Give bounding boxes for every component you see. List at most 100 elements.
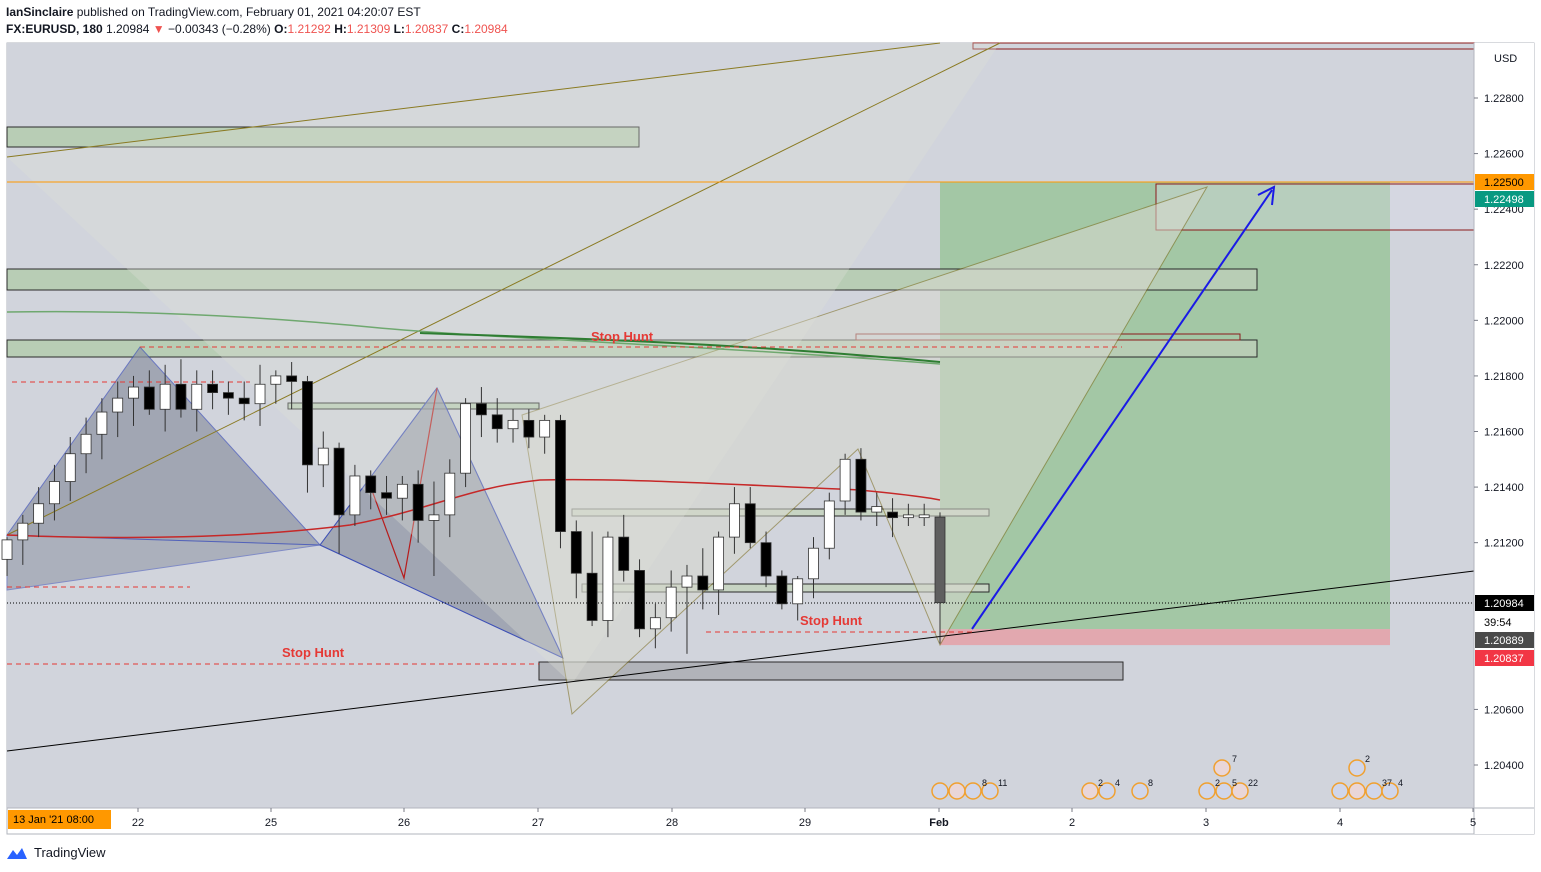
candle-body-down bbox=[222, 392, 234, 399]
price-tick-label: 1.21600 bbox=[1484, 427, 1524, 439]
event-marker-icon bbox=[1365, 782, 1383, 800]
candle-body-down bbox=[238, 397, 250, 405]
projection-arrow bbox=[971, 189, 1273, 630]
candle bbox=[586, 531, 598, 627]
candle-body-up bbox=[602, 536, 614, 621]
event-marker-icon bbox=[931, 782, 949, 800]
channel-shade bbox=[7, 43, 1000, 684]
candle bbox=[254, 364, 266, 426]
low-label: L: bbox=[393, 22, 405, 36]
event-count-label: 8 bbox=[1148, 778, 1153, 788]
candle bbox=[776, 570, 788, 610]
candle-body-down bbox=[586, 572, 598, 621]
candle-body-up bbox=[792, 578, 804, 605]
candle bbox=[286, 362, 298, 410]
candle bbox=[333, 442, 345, 554]
candle-body-down bbox=[333, 447, 345, 516]
candle bbox=[96, 398, 108, 460]
candle-body-up bbox=[270, 375, 282, 385]
candle bbox=[871, 492, 883, 526]
candle-body-down bbox=[302, 381, 313, 466]
candle-body-down bbox=[934, 516, 946, 604]
candle-body-down bbox=[207, 383, 218, 393]
zone-rect-8 bbox=[1155, 183, 1475, 231]
candle bbox=[729, 487, 740, 554]
candle bbox=[792, 576, 804, 621]
trend-line-upper bbox=[6, 42, 941, 158]
candle-body-up bbox=[254, 383, 266, 405]
candle bbox=[175, 359, 187, 418]
ma-green-upper bbox=[6, 310, 941, 365]
footer-brand[interactable]: TradingView bbox=[34, 845, 106, 860]
candle bbox=[349, 464, 361, 526]
candle-body-up bbox=[871, 506, 883, 513]
candle bbox=[902, 503, 914, 526]
candle bbox=[112, 381, 124, 438]
candle bbox=[634, 559, 645, 638]
time-tick-label: 4 bbox=[1337, 817, 1343, 829]
time-tick-label: 2 bbox=[1069, 817, 1075, 829]
price-tag-label: 1.20984 bbox=[1484, 598, 1524, 610]
price-tag-last-price bbox=[1475, 595, 1534, 611]
candle bbox=[808, 537, 819, 599]
price-tag-bar-countdown bbox=[1475, 614, 1534, 630]
candle-body-up bbox=[539, 419, 551, 438]
price-tag-label: 39:54 bbox=[1484, 617, 1512, 629]
candle bbox=[1, 537, 13, 577]
price-tag-label: 1.20889 bbox=[1484, 635, 1524, 647]
time-tick-label: 5 bbox=[1470, 817, 1476, 829]
candle bbox=[17, 514, 29, 565]
candle-body-up bbox=[839, 458, 851, 502]
candle-body-down bbox=[412, 483, 424, 521]
candle bbox=[539, 414, 551, 454]
candle-body-up bbox=[191, 383, 203, 410]
stop-hunt-label: Stop Hunt bbox=[800, 613, 863, 628]
candle-body-up bbox=[460, 403, 471, 474]
candle bbox=[744, 487, 756, 549]
candle-body-up bbox=[808, 547, 819, 580]
candle bbox=[128, 375, 139, 426]
event-marker-icon bbox=[1213, 759, 1231, 777]
candle-body-up bbox=[428, 514, 440, 521]
symbol-label[interactable]: FX:EURUSD, 180 bbox=[6, 22, 103, 36]
author-name[interactable]: IanSinclaire bbox=[6, 5, 74, 19]
event-marker-icon bbox=[964, 782, 982, 800]
candle-body-up bbox=[713, 536, 725, 591]
candle bbox=[49, 464, 60, 521]
time-tick-label: 25 bbox=[265, 817, 277, 829]
price-tick-label: 1.22800 bbox=[1484, 93, 1524, 105]
event-marker-icon bbox=[1098, 782, 1116, 800]
candle bbox=[207, 370, 218, 410]
candle bbox=[80, 417, 92, 474]
tradingview-logo-icon[interactable] bbox=[6, 846, 28, 860]
candle bbox=[460, 398, 471, 488]
event-marker-icon bbox=[1131, 782, 1149, 800]
time-tick-label: 26 bbox=[398, 817, 410, 829]
candle bbox=[649, 603, 661, 649]
event-count-label: 22 bbox=[1248, 778, 1258, 788]
low-value: 1.20837 bbox=[404, 22, 449, 36]
candle-body-up bbox=[33, 503, 45, 524]
currency-label: USD bbox=[1494, 53, 1517, 65]
candle-body-up bbox=[444, 472, 456, 516]
candle bbox=[823, 492, 835, 560]
event-marker-icon bbox=[1231, 782, 1249, 800]
candle bbox=[191, 370, 203, 432]
candle bbox=[159, 364, 171, 432]
candle-body-down bbox=[555, 419, 566, 532]
trend-line-support bbox=[6, 570, 1475, 752]
event-count-label: 5 bbox=[1232, 778, 1237, 788]
price-tick-label: 1.20600 bbox=[1484, 704, 1524, 716]
price-tag-label: 1.22500 bbox=[1484, 177, 1524, 189]
event-marker-icon bbox=[1348, 782, 1366, 800]
candle-body-up bbox=[128, 386, 139, 399]
candle-body-up bbox=[1, 539, 13, 560]
time-tick-label: 29 bbox=[799, 817, 811, 829]
candle-body-up bbox=[729, 503, 740, 538]
candle bbox=[222, 381, 234, 415]
time-tick-label: 22 bbox=[132, 817, 144, 829]
price-tag-low bbox=[1475, 650, 1534, 666]
event-marker-icon bbox=[981, 782, 999, 800]
candle-body-up bbox=[507, 419, 519, 430]
